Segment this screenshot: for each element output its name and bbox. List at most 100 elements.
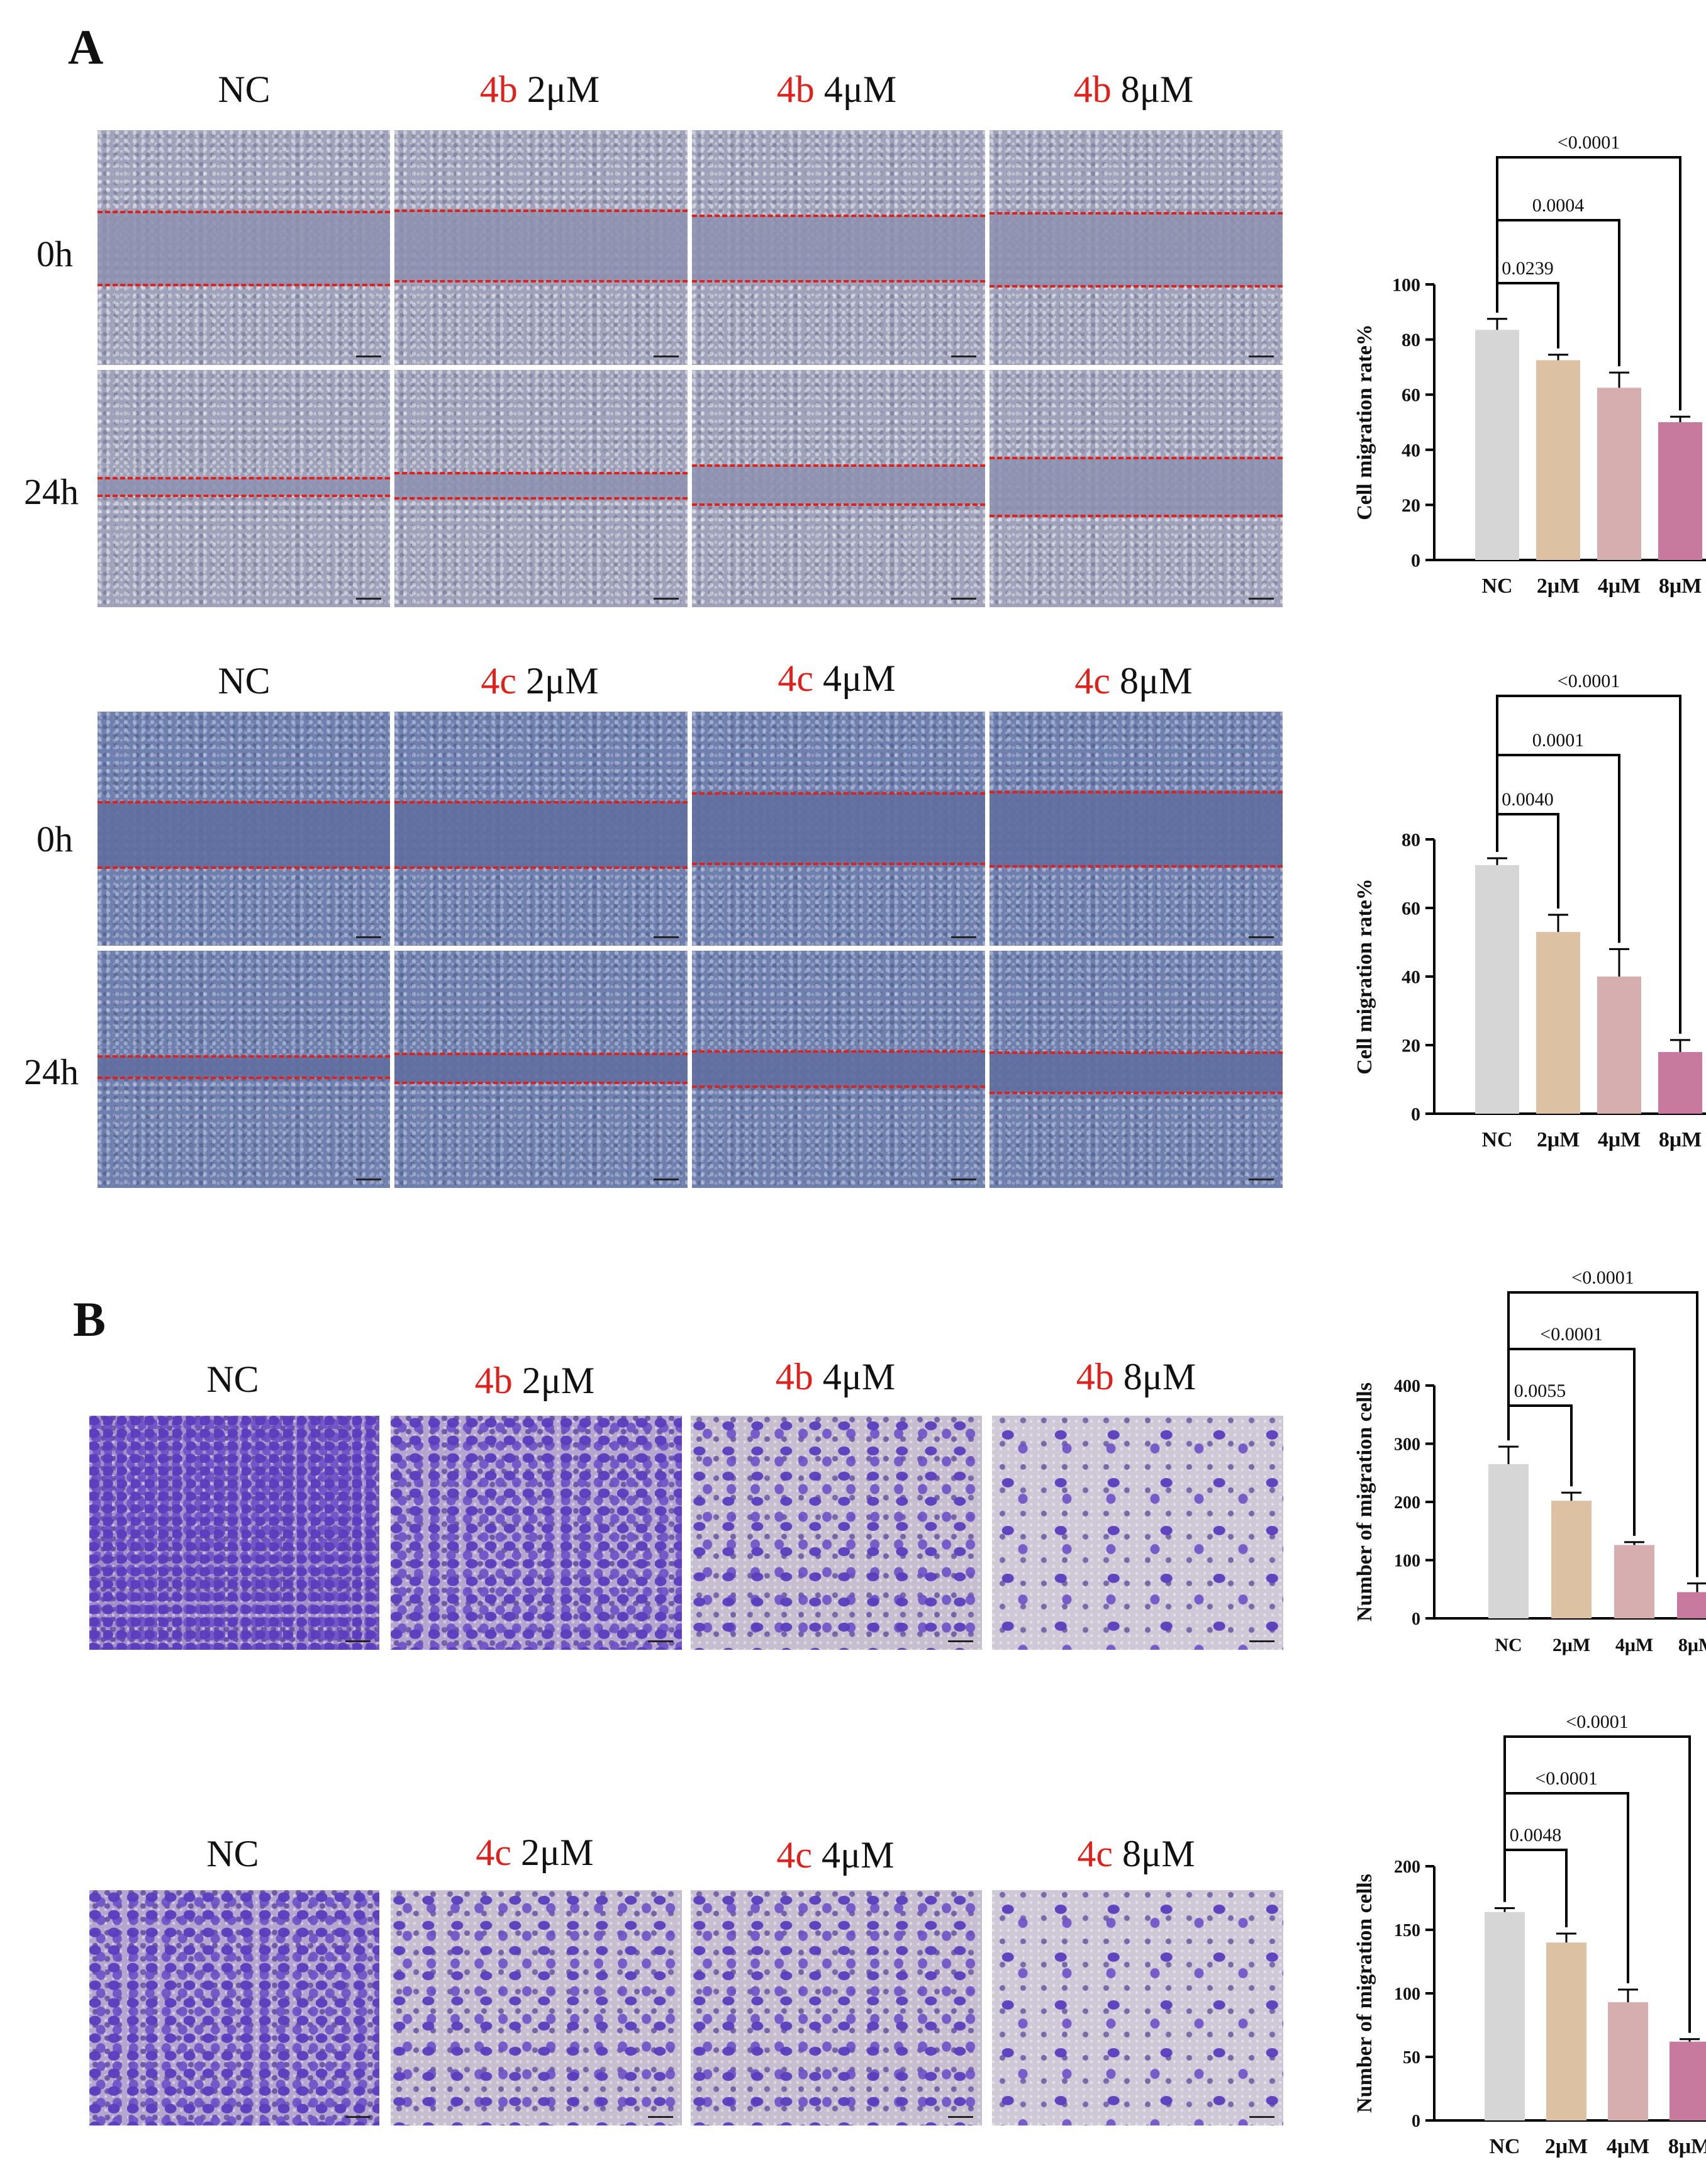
- significance-bracket: [1496, 695, 1681, 1034]
- x-category-label: 2μM: [1537, 1128, 1580, 1151]
- row-label-24h: 24h: [24, 471, 79, 512]
- scratch-image-4b-4um-0h: [692, 130, 985, 365]
- col-label-b1-2um: 4b 2μM: [474, 1360, 595, 1401]
- scratch-image-4b-2um-0h: [394, 130, 688, 365]
- col-label-a2-2um: 4c 2μM: [481, 660, 599, 702]
- significance-p-value: <0.0001: [1535, 1768, 1597, 1789]
- significance-p-value: 0.0001: [1532, 730, 1585, 751]
- scratch-image-4b-8um-0h: [990, 130, 1283, 365]
- scratch-image-4b-2um-24h: [394, 370, 688, 607]
- col-label-a2-nc: NC: [218, 660, 270, 702]
- col-label-b2-8um: 4c 8μM: [1077, 1833, 1195, 1874]
- transwell-image-4b-4um: [691, 1416, 982, 1650]
- y-tick-label: 20: [1402, 1036, 1420, 1056]
- transwell-image-4c-nc: [89, 1890, 379, 2125]
- x-category-label: 4μM: [1598, 1128, 1641, 1151]
- row-label-0h-group2: 0h: [36, 819, 73, 860]
- transwell-image-4c-8um: [992, 1890, 1283, 2125]
- x-category-label: 4μM: [1598, 574, 1641, 598]
- col-label-b1-nc: NC: [206, 1358, 259, 1400]
- scratch-image-4b-nc-24h: [98, 370, 390, 607]
- col-label-a1-8um: 4b 8μM: [1073, 69, 1194, 110]
- x-category-label: NC: [1481, 1128, 1512, 1151]
- bar: [1475, 330, 1519, 560]
- y-tick-label: 80: [1402, 330, 1420, 350]
- y-axis-label: Cell migration rate%: [1353, 324, 1376, 520]
- col-label-a1-nc: NC: [218, 69, 270, 110]
- transwell-image-4c-2um: [391, 1890, 682, 2125]
- row-label-24h-group2: 24h: [24, 1051, 79, 1092]
- significance-p-value: 0.0040: [1502, 789, 1554, 810]
- col-label-b1-8um: 4b 8μM: [1076, 1356, 1196, 1397]
- y-axis-label: Cell migration rate%: [1353, 878, 1376, 1075]
- significance-p-value: <0.0001: [1566, 1711, 1628, 1732]
- y-tick-label: 0: [1412, 1610, 1420, 1629]
- col-label-a1-2um: 4b 2μM: [479, 69, 600, 110]
- panel-a-letter: A: [68, 20, 104, 74]
- significance-p-value: 0.0004: [1532, 195, 1585, 216]
- bar: [1658, 1051, 1702, 1114]
- col-label-b2-2um: 4c 2μM: [476, 1832, 594, 1873]
- col-label-a2-4um: 4c 4μM: [778, 658, 896, 699]
- bar: [1614, 1545, 1654, 1618]
- col-label-b2-nc: NC: [206, 1833, 259, 1874]
- bar: [1658, 422, 1702, 560]
- significance-bracket: [1503, 1735, 1691, 2033]
- y-tick-label: 100: [1392, 275, 1420, 296]
- significance-p-value: 0.0239: [1502, 258, 1554, 279]
- y-tick-label: 0: [1411, 1104, 1420, 1125]
- bar: [1536, 932, 1580, 1114]
- bar: [1475, 865, 1519, 1114]
- col-label-a1-4um: 4b 4μM: [776, 69, 897, 110]
- y-tick-label: 200: [1394, 1493, 1420, 1513]
- y-tick-label: 300: [1394, 1435, 1420, 1454]
- transwell-image-4b-2um: [391, 1416, 682, 1650]
- significance-p-value: <0.0001: [1540, 1324, 1602, 1345]
- y-tick-label: 400: [1394, 1377, 1420, 1396]
- bar-chart-4c-migration-rate: 0 20 40 60 80 Cell migration rate% NC 2μM 4μM 8μM…: [1353, 671, 1706, 1151]
- bar: [1488, 1464, 1529, 1618]
- bar: [1597, 977, 1641, 1114]
- x-category-label: 8μM: [1659, 574, 1702, 598]
- x-category-label: 8μM: [1668, 2135, 1706, 2158]
- scratch-image-4c-2um-24h: [394, 951, 688, 1188]
- bar-chart-4c-migration-cells: 0 50 100 150 200 Number of migration cells NC 2…: [1353, 1711, 1706, 2158]
- significance-p-value: <0.0001: [1558, 132, 1620, 153]
- significance-p-value: 0.0055: [1514, 1380, 1566, 1401]
- y-tick-label: 40: [1402, 967, 1420, 988]
- panel-b-letter: B: [73, 1292, 106, 1347]
- x-category-label: 4μM: [1607, 2135, 1649, 2158]
- scratch-image-4b-nc-0h: [98, 130, 390, 365]
- scratch-image-4c-4um-24h: [692, 951, 985, 1188]
- x-category-label: 8μM: [1678, 1635, 1706, 1655]
- y-tick-label: 150: [1394, 1921, 1420, 1940]
- scratch-image-4c-4um-0h: [692, 712, 985, 946]
- significance-bracket: [1507, 1291, 1698, 1577]
- y-axis-label: Number of migration cells: [1353, 1874, 1376, 2113]
- y-axis-label: Number of migration cells: [1353, 1382, 1376, 1621]
- x-category-label: NC: [1495, 1635, 1522, 1655]
- x-category-label: NC: [1481, 574, 1512, 598]
- scratch-image-4b-4um-24h: [692, 370, 985, 607]
- scratch-image-4c-nc-0h: [98, 712, 390, 946]
- y-tick-label: 40: [1402, 440, 1420, 461]
- y-tick-label: 50: [1403, 2048, 1420, 2068]
- x-category-label: 2μM: [1537, 574, 1580, 598]
- y-tick-label: 60: [1402, 899, 1420, 919]
- significance-p-value: <0.0001: [1571, 1267, 1634, 1288]
- y-tick-label: 20: [1402, 495, 1420, 516]
- row-label-0h: 0h: [36, 233, 73, 274]
- bar: [1677, 1592, 1706, 1618]
- bar-chart-4b-migration-cells: 0 100 200 300 400 Number of migration cells NC…: [1353, 1267, 1706, 1655]
- significance-bracket: [1496, 156, 1681, 411]
- bar: [1546, 1942, 1586, 2120]
- col-label-a2-8um: 4c 8μM: [1074, 660, 1193, 702]
- x-category-label: 2μM: [1553, 1635, 1590, 1655]
- transwell-image-4b-8um: [992, 1416, 1283, 1650]
- bar: [1536, 360, 1580, 560]
- transwell-image-4b-nc: [89, 1416, 379, 1650]
- scratch-image-4c-8um-0h: [990, 712, 1283, 946]
- x-category-label: 8μM: [1659, 1128, 1702, 1151]
- bar: [1608, 2002, 1648, 2120]
- x-category-label: NC: [1489, 2135, 1520, 2158]
